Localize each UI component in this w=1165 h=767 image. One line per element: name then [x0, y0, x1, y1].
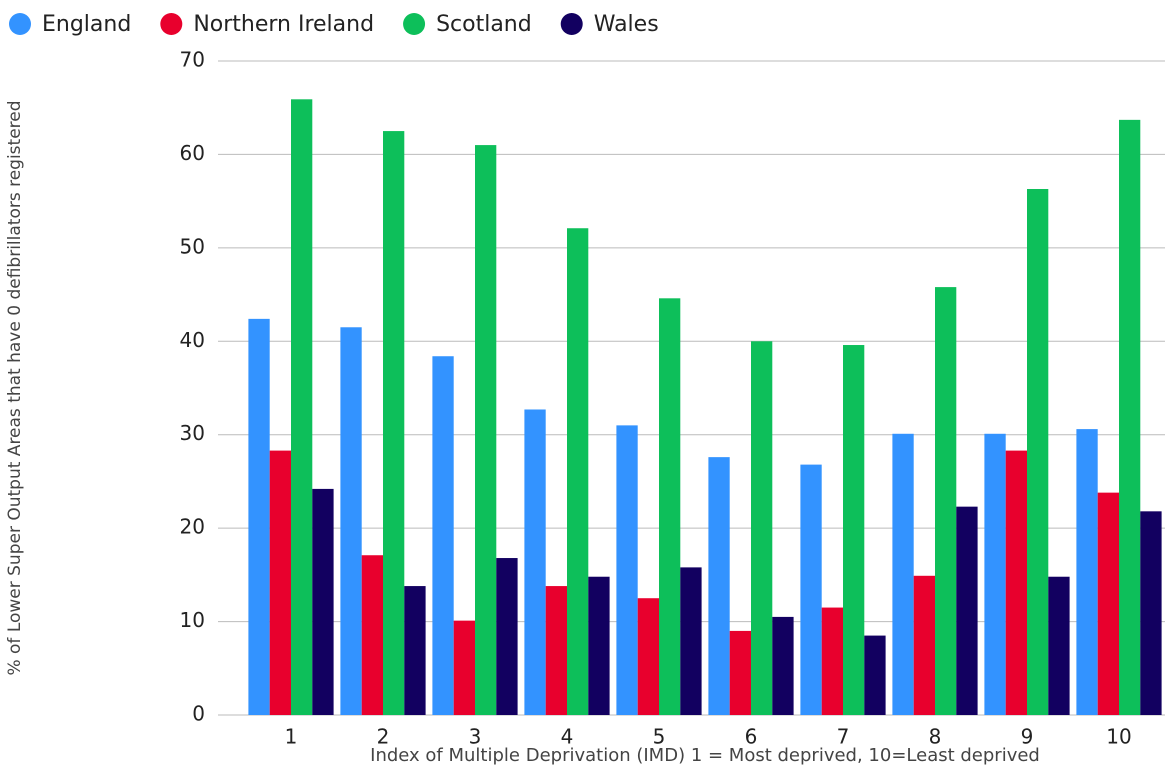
bar	[984, 433, 1006, 715]
bar	[567, 228, 589, 716]
legend-swatch	[560, 13, 583, 35]
bar	[772, 616, 794, 715]
legend-swatch	[9, 13, 31, 35]
bar	[729, 630, 751, 715]
bar	[383, 131, 405, 716]
bar	[1140, 511, 1162, 715]
bar	[1005, 450, 1027, 715]
y-tick-label: 60	[180, 141, 205, 165]
bar	[913, 575, 935, 715]
x-tick-label: 8	[929, 725, 942, 749]
bar	[821, 607, 843, 715]
x-tick-label: 5	[653, 725, 666, 749]
bar	[524, 409, 546, 715]
x-tick-label: 2	[377, 725, 390, 749]
bar	[800, 464, 822, 715]
legend-label: Scotland	[436, 12, 532, 37]
x-tick-label: 4	[561, 725, 574, 749]
bar	[248, 318, 270, 715]
bar	[956, 506, 978, 715]
legend-label: England	[42, 12, 131, 37]
bar	[659, 298, 681, 715]
bar	[680, 567, 702, 715]
x-tick-label: 6	[745, 725, 758, 749]
bar	[588, 576, 610, 715]
bar	[1027, 188, 1049, 716]
y-tick-label: 70	[180, 48, 205, 72]
x-axis-label: Index of Multiple Deprivation (IMD) 1 = …	[370, 745, 1040, 766]
y-tick-label: 10	[180, 608, 205, 632]
bar	[312, 488, 334, 715]
legend-swatch	[403, 13, 426, 35]
x-tick-label: 9	[1021, 725, 1034, 749]
y-tick-label: 40	[180, 328, 205, 352]
bar	[545, 586, 567, 715]
bar	[892, 433, 914, 715]
legend-label: Northern Ireland	[193, 12, 374, 37]
bar	[843, 345, 865, 715]
x-tick-label: 1	[285, 725, 298, 749]
bar	[935, 287, 957, 715]
x-tick-label: 10	[1106, 725, 1131, 749]
bar	[1076, 429, 1098, 715]
bar	[637, 598, 659, 715]
bar	[1048, 576, 1070, 715]
bar	[708, 457, 730, 715]
y-tick-label: 30	[180, 421, 205, 445]
bar	[340, 327, 362, 715]
bar	[291, 99, 313, 715]
bar	[475, 145, 497, 716]
y-tick-label: 20	[180, 515, 205, 539]
bar	[1119, 119, 1141, 716]
x-tick-label: 3	[469, 725, 482, 749]
bar	[453, 620, 475, 715]
y-tick-label: 50	[180, 234, 205, 258]
bar	[404, 586, 426, 715]
legend-swatch	[160, 13, 183, 35]
bar	[1097, 492, 1119, 715]
bar	[269, 450, 291, 715]
y-axis-label: % of Lower Super Output Areas that have …	[5, 100, 25, 675]
bar	[361, 555, 383, 715]
y-tick-label: 0	[192, 702, 205, 726]
bar	[616, 425, 638, 715]
bar	[432, 356, 454, 715]
bar	[751, 341, 773, 715]
bar	[496, 558, 518, 715]
legend-label: Wales	[594, 12, 659, 37]
x-tick-label: 7	[837, 725, 850, 749]
bar	[864, 635, 886, 715]
